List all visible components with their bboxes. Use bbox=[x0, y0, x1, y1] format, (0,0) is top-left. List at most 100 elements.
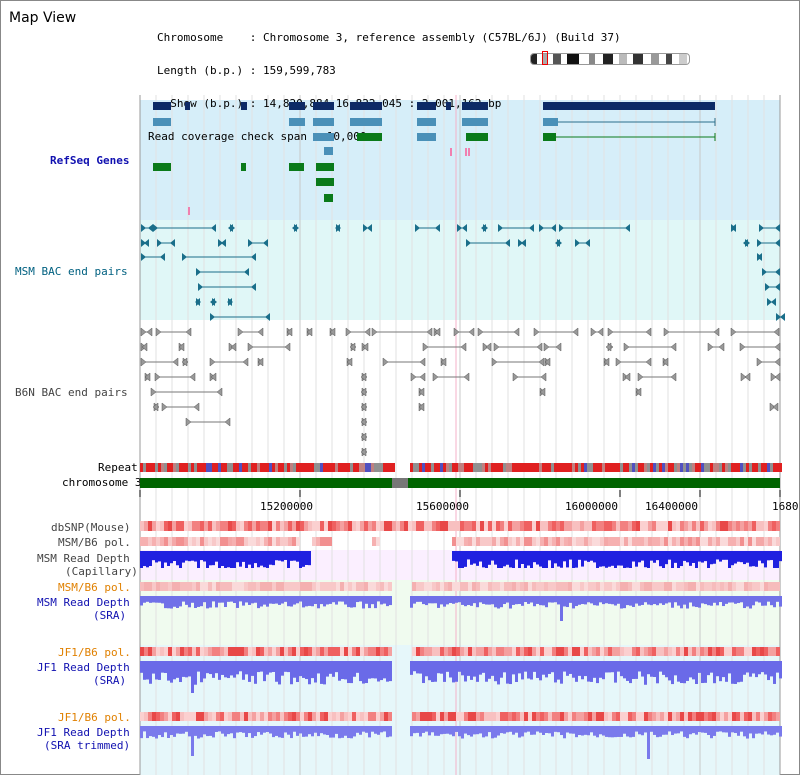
track-label-jf1-depth-trim-2[interactable]: (SRA trimmed) bbox=[44, 739, 131, 752]
polymorphism-stripe bbox=[748, 582, 752, 591]
track-label-jf1-b6-pol-1[interactable]: JF1/B6 pol. bbox=[58, 646, 131, 659]
b6n-bac-end bbox=[637, 372, 644, 382]
polymorphism-stripe bbox=[324, 647, 328, 656]
polymorphism-stripe bbox=[656, 712, 660, 721]
read-depth-bar bbox=[599, 726, 602, 735]
polymorphism-stripe bbox=[340, 712, 344, 721]
polymorphism-stripe bbox=[308, 582, 312, 591]
polymorphism-stripe bbox=[336, 647, 340, 656]
polymorphism-stripe bbox=[432, 582, 436, 591]
read-depth-bar bbox=[473, 661, 476, 677]
read-depth-bar bbox=[719, 726, 722, 732]
track-label-jf1-depth-sra-2[interactable]: (SRA) bbox=[93, 674, 127, 687]
polymorphism-stripe bbox=[568, 521, 572, 531]
track-label-chromosome[interactable]: chromosome 3 bbox=[62, 476, 142, 489]
track-label-msm-bac[interactable]: MSM BAC end pairs bbox=[15, 265, 128, 278]
repeat-element bbox=[689, 463, 692, 472]
read-depth-bar bbox=[494, 551, 497, 565]
read-depth-bar bbox=[275, 726, 278, 736]
polymorphism-stripe bbox=[352, 521, 356, 531]
track-label-msm-b6-pol-2[interactable]: MSM/B6 pol. bbox=[58, 581, 131, 594]
track-label-refseq[interactable]: RefSeq Genes bbox=[50, 154, 130, 167]
track-label-msm-b6-pol-1[interactable]: MSM/B6 pol. bbox=[58, 536, 131, 549]
track-label-jf1-depth-trim-1[interactable]: JF1 Read Depth bbox=[37, 726, 130, 739]
polymorphism-stripe bbox=[168, 537, 172, 546]
polymorphism-stripe bbox=[172, 712, 176, 721]
b6n-bac-end bbox=[756, 357, 763, 367]
polymorphism-stripe bbox=[260, 712, 264, 721]
polymorphism-stripe bbox=[200, 537, 204, 546]
refseq-gene bbox=[417, 102, 436, 110]
polymorphism-stripe bbox=[616, 647, 620, 656]
msm-bac-end bbox=[228, 224, 233, 232]
polymorphism-stripe bbox=[152, 521, 156, 531]
polymorphism-stripe bbox=[268, 537, 272, 546]
track-label-msm-depth-cap-1[interactable]: MSM Read Depth bbox=[37, 552, 130, 565]
read-depth-bar bbox=[170, 551, 173, 564]
read-depth-bar bbox=[671, 596, 674, 608]
polymorphism-stripe bbox=[460, 521, 464, 531]
read-depth-bar bbox=[722, 726, 725, 733]
read-depth-bar bbox=[767, 726, 770, 735]
repeat-element bbox=[290, 463, 293, 472]
read-depth-bar bbox=[737, 551, 740, 562]
read-depth-bar bbox=[353, 596, 356, 608]
read-depth-bar bbox=[503, 596, 506, 605]
read-depth-bar bbox=[593, 596, 596, 606]
read-depth-bar bbox=[611, 551, 614, 566]
read-depth-bar bbox=[335, 596, 338, 605]
polymorphism-stripe bbox=[564, 582, 568, 591]
repeat-element bbox=[527, 463, 530, 472]
track-label-msm-depth-sra-2[interactable]: (SRA) bbox=[93, 609, 127, 622]
polymorphism-stripe bbox=[464, 582, 468, 591]
ideogram-position-marker[interactable] bbox=[542, 51, 548, 65]
polymorphism-stripe bbox=[388, 647, 392, 656]
read-depth-bar bbox=[257, 726, 260, 733]
polymorphism-stripe bbox=[300, 582, 304, 591]
repeat-element bbox=[227, 463, 230, 472]
read-depth-bar bbox=[257, 661, 260, 673]
read-depth-bar bbox=[281, 726, 284, 738]
track-label-repeat[interactable]: Repeat bbox=[98, 461, 138, 474]
repeat-element bbox=[761, 463, 764, 472]
polymorphism-stripe bbox=[348, 712, 352, 721]
track-label-b6n-bac[interactable]: B6N BAC end pairs bbox=[15, 386, 128, 399]
chromosome-bar[interactable] bbox=[140, 478, 780, 488]
read-depth-bar bbox=[302, 726, 305, 737]
read-depth-bar bbox=[233, 661, 236, 678]
read-depth-bar bbox=[524, 726, 527, 733]
polymorphism-stripe bbox=[748, 712, 752, 721]
msm-bac-end bbox=[575, 239, 580, 247]
polymorphism-stripe bbox=[580, 712, 584, 721]
read-depth-bar bbox=[740, 551, 743, 563]
polymorphism-stripe bbox=[536, 647, 540, 656]
read-depth-bar bbox=[200, 661, 203, 683]
repeat-element bbox=[515, 463, 518, 472]
track-label-jf1-b6-pol-2[interactable]: JF1/B6 pol. bbox=[58, 711, 131, 724]
track-label-dbsnp[interactable]: dbSNP(Mouse) bbox=[51, 521, 131, 534]
repeat-track[interactable] bbox=[140, 463, 782, 472]
read-depth-bar bbox=[236, 551, 239, 563]
polymorphism-stripe bbox=[576, 582, 580, 591]
polymorphism-stripe bbox=[648, 647, 652, 656]
polymorphism-stripe bbox=[388, 582, 392, 591]
repeat-element bbox=[605, 463, 608, 472]
polymorphism-stripe bbox=[276, 521, 280, 531]
read-depth-bar bbox=[461, 726, 464, 739]
repeat-element bbox=[485, 463, 488, 472]
polymorphism-stripe bbox=[520, 521, 524, 531]
repeat-element bbox=[347, 463, 350, 472]
polymorphism-stripe bbox=[752, 537, 756, 546]
polymorphism-stripe bbox=[504, 521, 508, 531]
b6n-bac-end bbox=[210, 372, 217, 382]
polymorphism-stripe bbox=[576, 521, 580, 531]
track-label-jf1-depth-sra-1[interactable]: JF1 Read Depth bbox=[37, 661, 130, 674]
track-label-msm-depth-sra-1[interactable]: MSM Read Depth bbox=[37, 596, 130, 609]
b6n-bac-end bbox=[360, 432, 367, 442]
track-label-msm-depth-cap-2[interactable]: (Capillary) bbox=[65, 565, 138, 578]
chromosome-ideogram[interactable] bbox=[530, 53, 690, 65]
read-depth-bar bbox=[215, 726, 218, 732]
polymorphism-stripe bbox=[328, 537, 332, 546]
read-depth-bar bbox=[278, 661, 281, 685]
